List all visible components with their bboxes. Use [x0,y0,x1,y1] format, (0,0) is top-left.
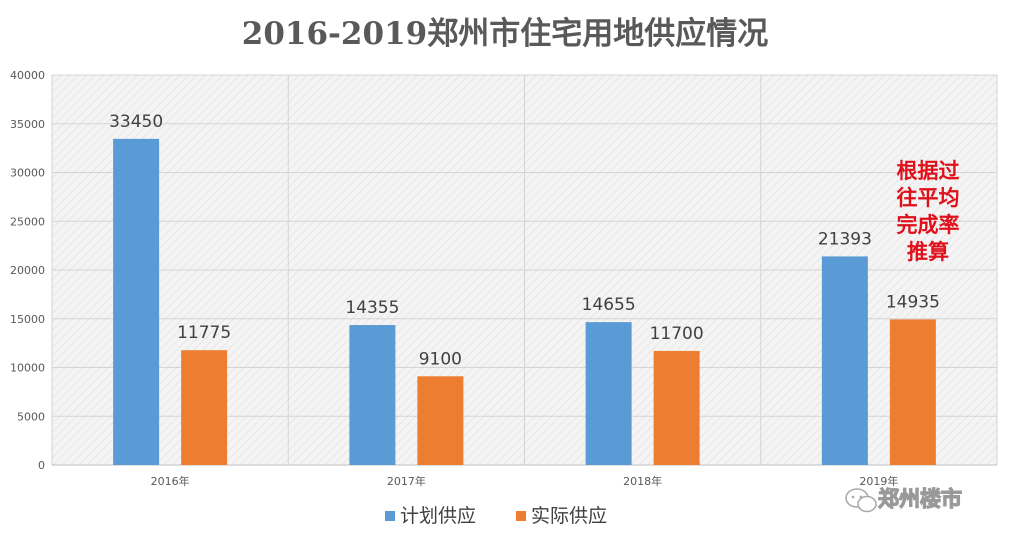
annotation-text: 推算 [907,240,949,264]
watermark: 郑州楼市 [845,486,963,513]
legend-label: 实际供应 [531,505,607,527]
bar [181,350,228,465]
bar [889,319,936,465]
y-tick-label: 15000 [10,313,45,326]
y-tick-label: 20000 [10,264,45,277]
bar [821,256,868,465]
annotation-text: 根据过 [897,159,960,183]
annotation-text: 往平均 [897,186,960,210]
bar [653,350,700,465]
wechat-icon [845,488,877,513]
bar [113,138,160,466]
watermark-text: 郑州楼市 [878,487,962,511]
x-tick-label: 2017年 [387,474,426,488]
bars [113,138,936,466]
y-tick-label: 40000 [10,69,45,82]
data-label: 14935 [886,292,940,312]
y-tick-label: 35000 [10,118,45,131]
data-label: 14355 [345,298,399,318]
x-axis-ticks: 2016年 2017年 2018年 2019年 [151,474,899,488]
bar [585,322,632,465]
annotation-text: 完成率 [897,213,960,237]
data-label: 11700 [650,324,704,344]
bar [417,376,464,465]
legend: 计划供应 实际供应 [385,505,607,527]
x-tick-label: 2018年 [623,474,662,488]
x-tick-label: 2016年 [151,474,190,488]
chart-title: 2016-2019郑州市住宅用地供应情况 [242,16,768,52]
y-tick-label: 30000 [10,167,45,180]
data-label: 11775 [177,323,231,343]
y-tick-label: 5000 [17,410,45,423]
legend-label: 计划供应 [400,505,476,527]
bar [349,325,396,465]
legend-swatch [385,511,395,521]
data-label: 9100 [419,349,462,369]
y-tick-label: 0 [38,459,45,472]
data-label: 33450 [109,112,163,132]
x-tick-label: 2019年 [859,474,898,488]
y-axis-ticks: 0 5000 10000 15000 20000 25000 30000 35000 40000 [10,69,45,472]
data-label: 14655 [582,295,636,315]
data-label: 21393 [818,229,872,249]
legend-swatch [516,511,526,521]
data-labels: 33450 14355 14655 21393 11775 9100 11700 14935 [109,112,940,369]
y-tick-label: 25000 [10,215,45,228]
y-tick-label: 10000 [10,362,45,375]
